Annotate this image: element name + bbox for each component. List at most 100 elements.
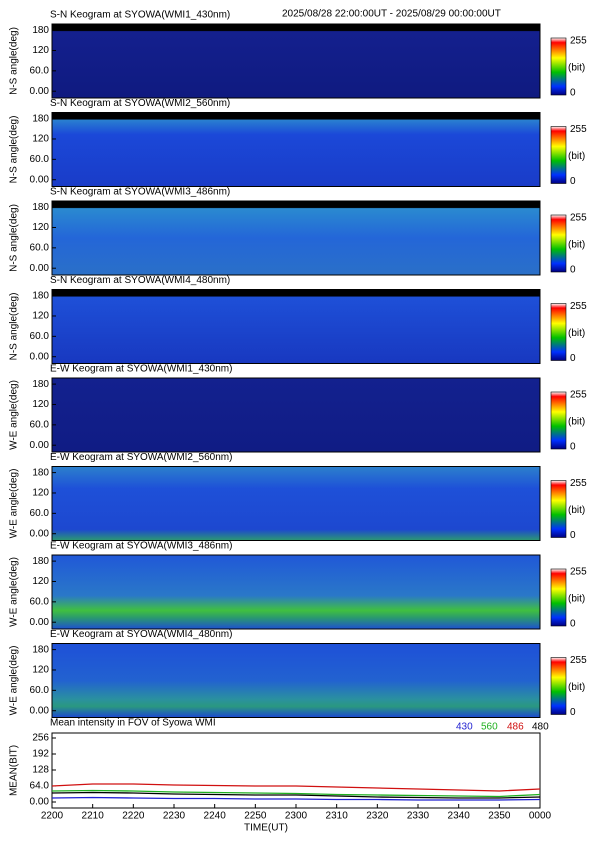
frame [51,23,541,99]
y-axis-label: W-E angle(deg) [9,646,20,716]
frame [51,289,541,364]
colorbar-unit: (bit) [568,63,585,74]
y-tick-label: 120 [32,399,49,410]
y-tick-label: 0.00 [30,263,50,274]
x-tick-label: 2350 [488,811,511,822]
y-axis-label: W-E angle(deg) [9,557,20,627]
y-tick-label: 64.0 [30,781,50,792]
keogram-image [52,112,540,187]
colorbar-max: 255 [570,301,587,312]
y-tick-label: 0.00 [30,797,50,808]
legend-entry: 430 [456,722,473,733]
panel-title: S-N Keogram at SYOWA(WMI4_480nm) [50,275,230,286]
y-tick-label: 180 [32,644,49,655]
y-axis-label: W-E angle(deg) [9,380,20,450]
colorbar-min: 0 [570,530,576,541]
keogram-image [52,201,540,275]
colorbar-min: 0 [570,353,576,364]
series-line [51,791,541,799]
x-tick-label: 2220 [122,811,145,822]
x-tick-label: 2340 [448,811,471,822]
y-tick-label: 60.0 [30,65,50,76]
y-tick-label: 60.0 [30,154,50,165]
y-axis-label: N-S angle(deg) [9,27,20,95]
colorbar-max: 255 [570,36,587,47]
colorbar [550,391,567,450]
frame [51,112,541,187]
keogram-image [52,378,540,452]
colorbar-max: 255 [570,478,587,489]
x-tick-label: 2310 [326,811,349,822]
x-tick-label: 2200 [41,811,64,822]
legend-entry: 480 [532,722,549,733]
chart-title: Mean intensity in FOV of Syowa WMI [50,718,216,729]
keogram-image [52,24,540,98]
colorbar-unit: (bit) [568,240,585,251]
y-tick-label: 180 [32,467,49,478]
keogram-image [52,289,540,364]
colorbar-min: 0 [570,442,576,453]
y-tick-label: 0.00 [30,617,50,628]
panel-title: S-N Keogram at SYOWA(WMI1_430nm) [50,10,230,21]
y-tick-label: 180 [32,202,49,213]
y-tick-label: 60.0 [30,419,50,430]
colorbar [550,568,567,627]
colorbar [550,37,567,96]
y-tick-label: 0.00 [30,705,50,716]
colorbar-min: 0 [570,176,576,187]
y-tick-label: 120 [32,311,49,322]
x-tick-label: 2250 [244,811,267,822]
y-tick-label: 120 [32,45,49,56]
y-tick-label: 180 [32,25,49,36]
legend-entry: 560 [481,722,498,733]
series-line [51,783,541,792]
colorbar [550,480,567,538]
series-line [51,789,541,798]
y-tick-label: 180 [32,379,49,390]
y-tick-label: 180 [32,556,49,567]
colorbar-max: 255 [570,124,587,135]
keogram-image [52,643,540,718]
y-tick-label: 120 [32,576,49,587]
colorbar-unit: (bit) [568,505,585,516]
colorbar [550,126,567,184]
x-tick-label: 2300 [285,811,308,822]
x-tick-label: 0000 [529,811,552,822]
y-axis-label: N-S angle(deg) [9,204,20,272]
y-tick-label: 120 [32,134,49,145]
y-axis-label: N-S angle(deg) [9,116,20,184]
colorbar-max: 255 [570,655,587,666]
y-tick-label: 192 [32,749,49,760]
frame [51,200,541,276]
panel-title: E-W Keogram at SYOWA(WMI1_430nm) [50,364,232,375]
y-tick-label: 180 [32,113,49,124]
y-axis-label: N-S angle(deg) [9,293,20,361]
y-tick-label: 60.0 [30,242,50,253]
colorbar-min: 0 [570,619,576,630]
x-tick-label: 2210 [82,811,105,822]
y-tick-label: 120 [32,665,49,676]
colorbar-unit: (bit) [568,328,585,339]
panel-title: E-W Keogram at SYOWA(WMI3_486nm) [50,541,232,552]
colorbar [550,657,567,715]
colorbar-unit: (bit) [568,682,585,693]
y-tick-label: 60.0 [30,508,50,519]
colorbar-max: 255 [570,213,587,224]
frame [51,466,541,541]
panel-title: S-N Keogram at SYOWA(WMI3_486nm) [50,187,230,198]
y-tick-label: 0.00 [30,174,50,185]
colorbar-max: 255 [570,390,587,401]
colorbar-unit: (bit) [568,151,585,162]
frame [51,554,541,630]
colorbar-min: 0 [570,265,576,276]
frame [51,377,541,453]
keogram-image [52,555,540,629]
keogram-image [52,466,540,541]
y-tick-label: 120 [32,488,49,499]
colorbar-unit: (bit) [568,594,585,605]
colorbar [550,214,567,273]
colorbar-max: 255 [570,567,587,578]
series-line [51,796,541,801]
y-axis-label: W-E angle(deg) [9,469,20,539]
